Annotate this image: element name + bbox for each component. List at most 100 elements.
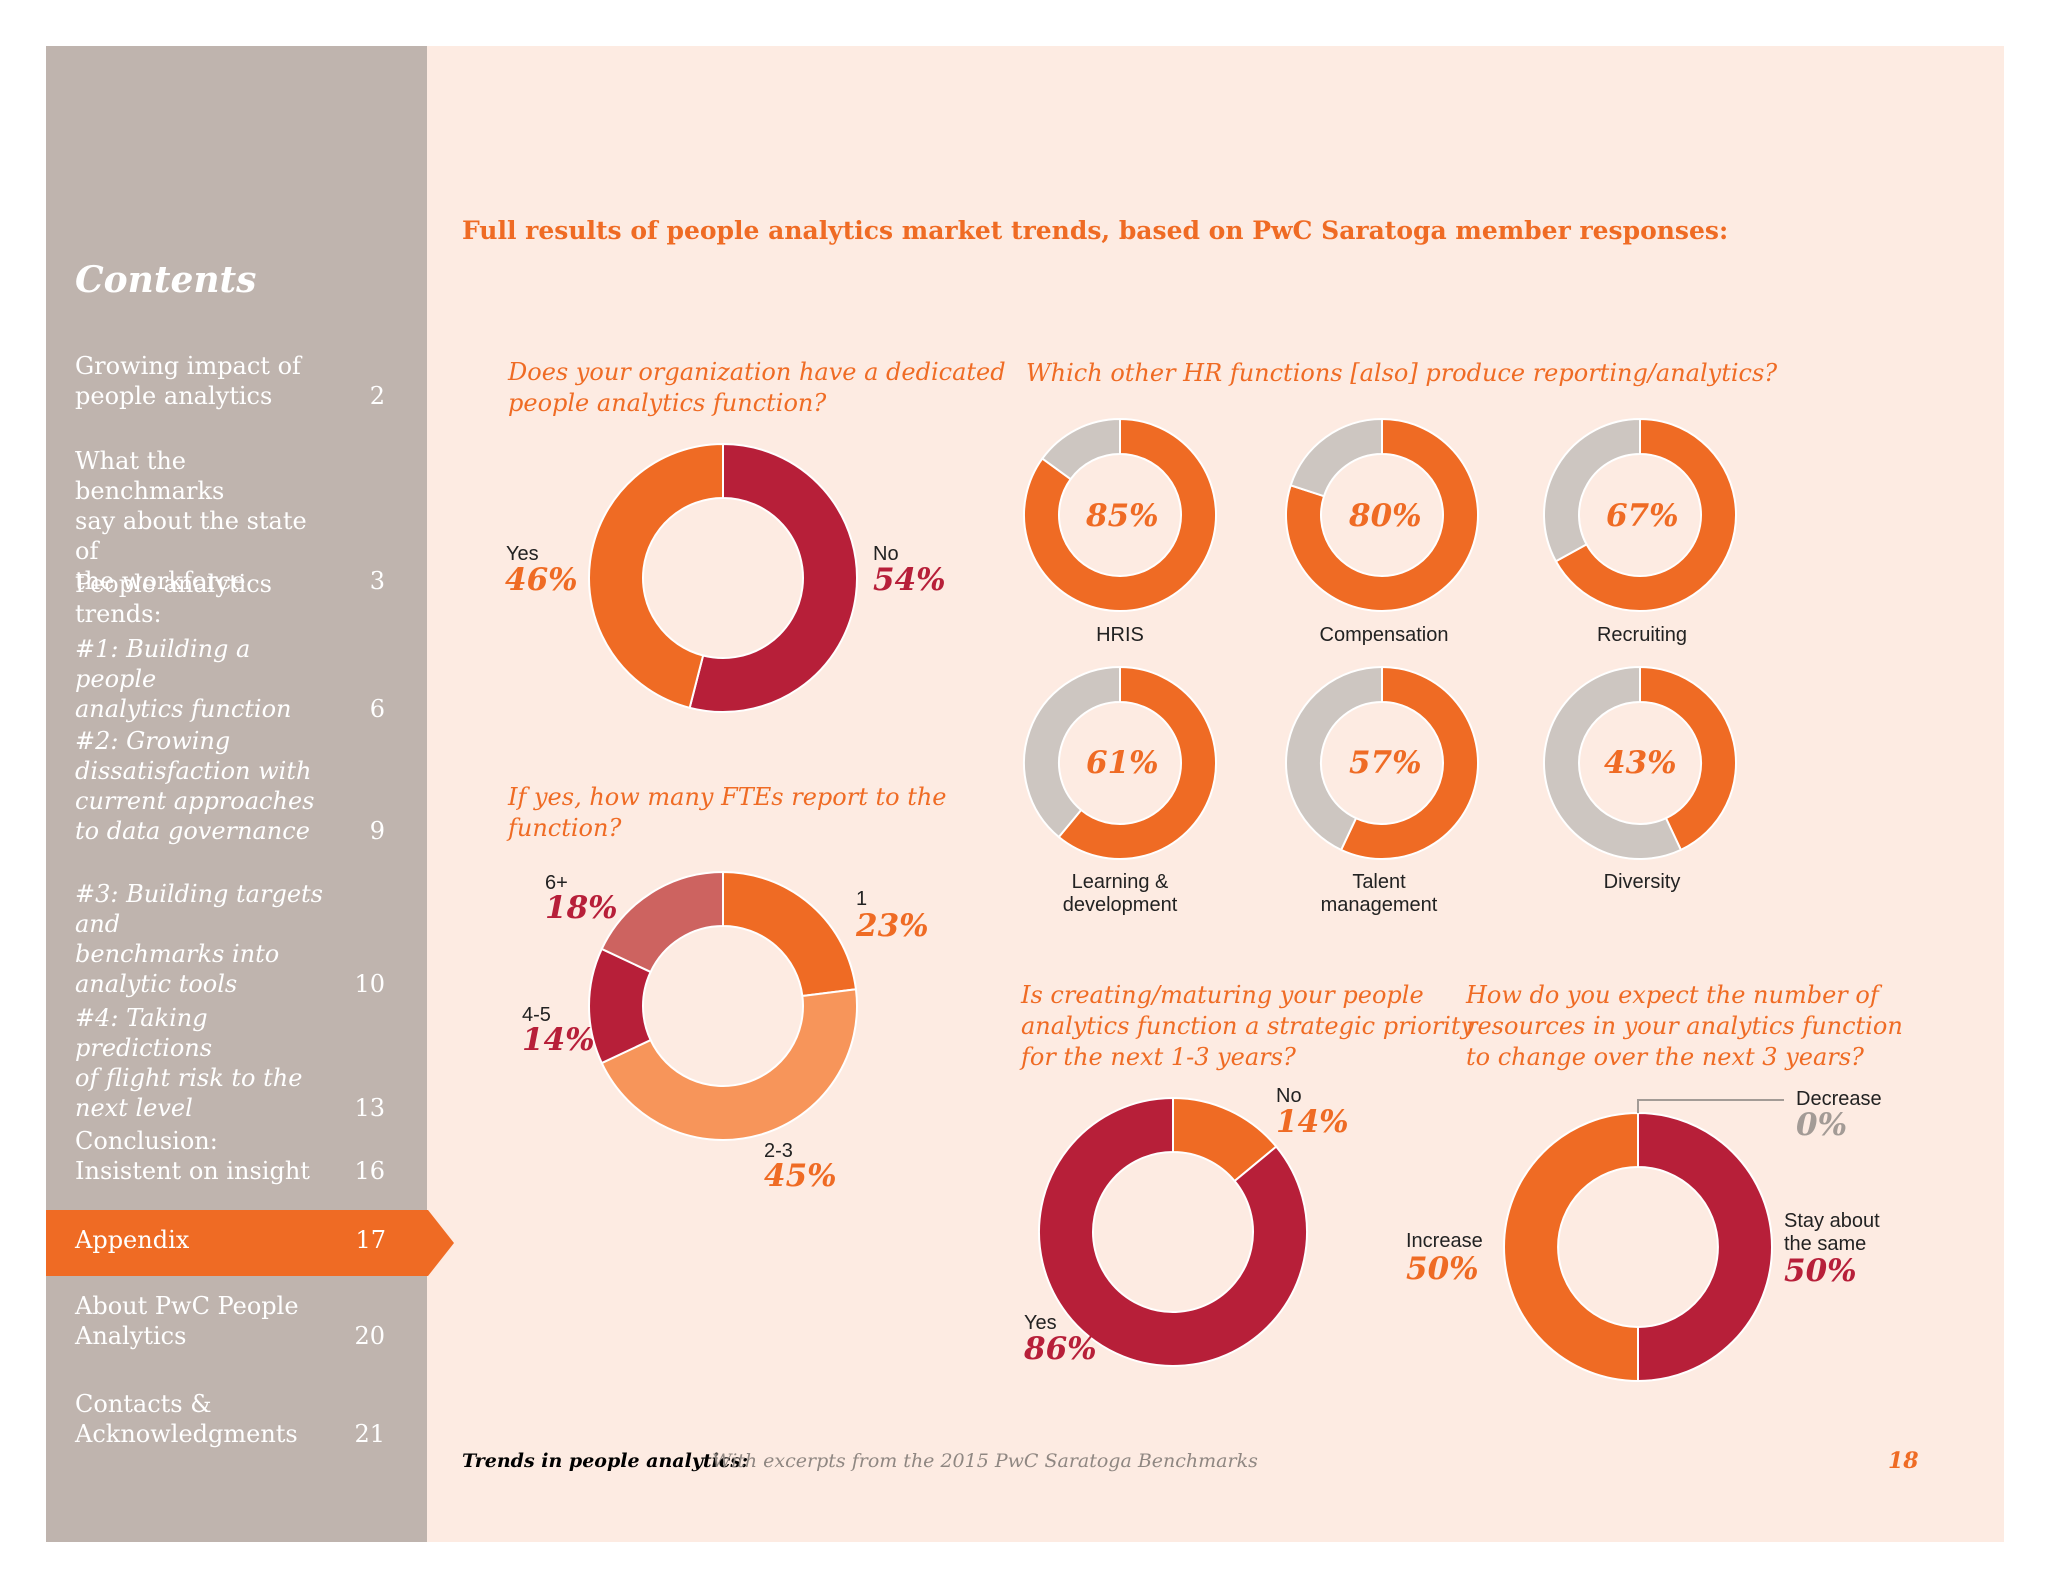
hr-function-5-slice-1 [1543,665,1683,860]
value-diversity: 43% [1604,745,1677,781]
question-dedicated-function: Does your organization have a dedicated … [508,358,1006,417]
label-4-5: 4-5 [522,1004,551,1026]
value-no: 54% [873,562,946,598]
value-learning: 61% [1086,745,1159,781]
toc-item-trend-2[interactable]: #2: Growing dissatisfaction with current… [75,726,385,846]
toc-item-about[interactable]: About PwC People Analytics 20 [75,1291,385,1351]
label-hris: HRIS [1096,624,1144,646]
question-hr-functions: Which other HR functions [also] produce … [1026,359,1778,387]
value-priority-no: 14% [1276,1104,1349,1140]
toc-item-label: #1: Building a people analytics function [75,635,292,723]
label-priority-no: No [1276,1085,1302,1107]
toc-item-label: Growing impact of people analytics [75,352,301,410]
value-talent: 57% [1349,745,1422,781]
hr-function-0-slice-1 [1040,417,1121,481]
label-priority-yes: Yes [1024,1312,1057,1334]
label-recruiting: Recruiting [1596,624,1688,646]
label-yes: Yes [506,543,539,565]
value-recruiting: 67% [1606,498,1679,534]
resources-change-slice-0 [1637,1111,1773,1383]
value-increase: 50% [1406,1251,1479,1287]
toc-item-trends-heading[interactable]: People analytics trends: [75,569,385,629]
toc-item-page: 20 [354,1322,385,1350]
toc-item-label: Contacts & Acknowledgments [75,1390,298,1448]
decrease-leader-line [1637,1099,1784,1113]
value-2-3: 45% [764,1158,837,1194]
value-priority-yes: 86% [1024,1331,1097,1367]
page: Contents Growing impact of people analyt… [46,46,2004,1542]
toc-item-label: Appendix [75,1226,190,1254]
hr-function-5-slice-0 [1639,665,1737,852]
question-strategic-priority: Is creating/maturing your people analyti… [1021,981,1475,1071]
toc-item-label: About PwC People Analytics [75,1292,299,1350]
value-stay-same: 50% [1784,1253,1857,1289]
hr-function-3-slice-0 [1057,665,1217,860]
dedicated-function-slice-0 [688,442,858,713]
hr-function-2-slice-0 [1554,417,1737,612]
hr-function-1-slice-0 [1285,417,1479,612]
footer-subtitle: With excerpts from the 2015 PwC Saratoga… [712,1450,1258,1472]
hr-function-1-slice-1 [1289,417,1383,498]
value-6plus: 18% [545,890,618,926]
toc-item-page: 2 [369,382,385,410]
page-headline: Full results of people analytics market … [462,216,1729,245]
toc-item-page: 10 [354,970,385,998]
value-hris: 85% [1086,498,1159,534]
toc-item-page: 16 [354,1157,385,1185]
hr-function-3-slice-1 [1023,665,1121,839]
question-ftes: If yes, how many FTEs report to the func… [508,783,947,842]
value-yes: 46% [505,562,578,598]
dedicated-function-slice-1 [588,442,724,710]
ftes-slice-3 [600,870,724,974]
contents-sidebar: Contents Growing impact of people analyt… [46,46,454,1542]
toc-item-label: What the benchmarks say about the state … [75,447,307,595]
toc-item-appendix[interactable]: Appendix 17 [46,1210,454,1276]
label-6plus: 6+ [545,872,568,894]
hr-function-0-slice-0 [1023,417,1217,612]
footer-title: Trends in people analytics: [462,1450,749,1472]
toc-item-page: 21 [354,1420,385,1448]
contents-title: Contents [75,259,257,301]
hr-function-4-slice-1 [1285,665,1383,852]
question-resources-change: How do you expect the number of resource… [1466,981,1903,1071]
label-stay-same: Stay about the same [1784,1210,1880,1255]
toc-item-page: 3 [369,567,385,595]
toc-item-label: People analytics trends: [75,570,272,628]
label-learning: Learning & development [1062,871,1178,916]
label-increase: Increase [1406,1230,1483,1252]
toc-item-page: 9 [369,817,385,845]
toc-item-growing-impact[interactable]: Growing impact of people analytics 2 [75,351,385,411]
strategic-priority-slice-1 [1038,1096,1308,1367]
toc-item-label: #3: Building targets and benchmarks into… [75,880,323,998]
toc-item-trend-3[interactable]: #3: Building targets and benchmarks into… [75,879,385,999]
label-diversity: Diversity [1603,871,1681,893]
toc-item-trend-4[interactable]: #4: Taking predictions of flight risk to… [75,1003,385,1123]
value-4-5: 14% [522,1022,595,1058]
toc-item-trend-1[interactable]: #1: Building a people analytics function… [75,634,385,724]
hr-function-2-slice-1 [1542,417,1641,563]
label-decrease: Decrease [1796,1088,1882,1110]
label-1: 1 [856,888,868,910]
toc-item-benchmarks[interactable]: What the benchmarks say about the state … [75,446,385,596]
hr-function-4-slice-0 [1339,665,1479,860]
resources-change-slice-1 [1503,1111,1639,1383]
toc-item-label: #4: Taking predictions of flight risk to… [75,1004,303,1122]
value-decrease: 0% [1796,1107,1848,1143]
toc-item-label: #2: Growing dissatisfaction with current… [75,727,315,845]
toc-item-contacts[interactable]: Contacts & Acknowledgments 21 [75,1389,385,1449]
toc-item-label: Conclusion: Insistent on insight [75,1127,310,1185]
label-no: No [873,543,899,565]
toc-item-page: 13 [354,1094,385,1122]
page-number: 18 [1888,1448,1919,1474]
toc-item-conclusion[interactable]: Conclusion: Insistent on insight 16 [75,1126,385,1186]
value-compensation: 80% [1349,498,1422,534]
label-compensation: Compensation [1319,624,1449,646]
label-2-3: 2-3 [764,1140,793,1162]
label-talent: Talent management [1320,871,1438,916]
toc-item-page: 6 [369,695,385,723]
value-1: 23% [856,908,929,944]
toc-item-page: 17 [355,1226,386,1254]
ftes-slice-1 [600,988,858,1141]
ftes-slice-0 [722,870,858,998]
